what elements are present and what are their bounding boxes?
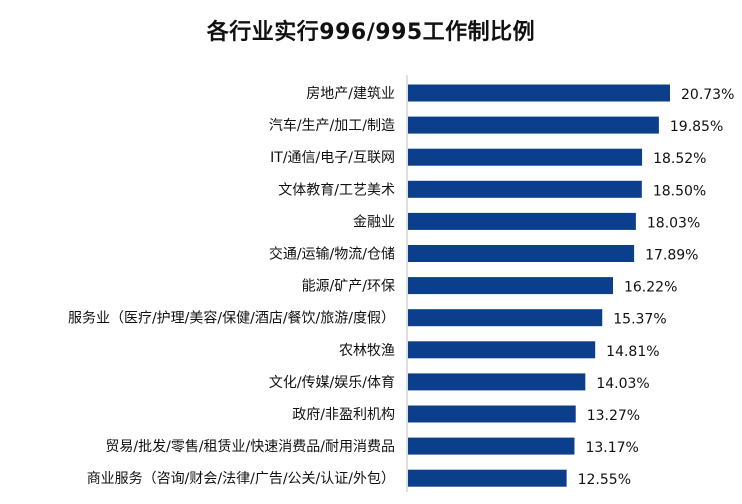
bar (408, 437, 575, 455)
value-label: 13.17% (585, 440, 638, 456)
bar (408, 373, 586, 391)
bar (408, 212, 636, 230)
category-label: 交通/运输/物流/仓储 (269, 246, 395, 263)
value-label: 16.22% (624, 280, 677, 296)
bar (408, 405, 576, 423)
bar (408, 309, 603, 327)
bar (408, 341, 596, 359)
value-label: 19.85% (670, 119, 723, 135)
bar (408, 277, 613, 295)
value-label: 14.81% (606, 344, 659, 360)
category-label: 文体教育/工艺美术 (278, 182, 395, 198)
chart-title: 各行业实行996/995工作制比例 (206, 20, 536, 45)
value-label: 14.03% (596, 376, 649, 392)
value-label: 20.73% (681, 87, 734, 103)
value-label: 13.27% (587, 408, 640, 424)
category-label: 商业服务（咨询/财会/法律/广告/公关/认证/外包） (87, 471, 395, 487)
bar (408, 148, 643, 166)
bar (408, 180, 642, 198)
category-label: 贸易/批发/零售/租赁业/快速消费品/耐用消费品 (105, 439, 395, 455)
category-label: 房地产/建筑业 (306, 86, 395, 102)
bar (408, 469, 567, 487)
value-label: 15.37% (613, 312, 666, 328)
category-label: 能源/矿产/环保 (302, 279, 395, 295)
value-label: 18.03% (647, 215, 700, 231)
value-label: 12.55% (578, 472, 631, 488)
category-label: 政府/非盈利机构 (292, 407, 395, 423)
bar (408, 245, 635, 262)
bar (408, 84, 670, 102)
bar (408, 116, 659, 134)
category-label: 文化/传媒/娱乐/体育 (269, 375, 395, 391)
category-label: 汽车/生产/加工/制造 (269, 117, 395, 134)
category-label: 金融业 (353, 214, 395, 230)
category-label: 农林牧渔 (339, 343, 395, 359)
bars-group: 房地产/建筑业 20.73% 汽车/生产/加工/制造 19.85% IT/通信/电子/互… (68, 84, 734, 488)
value-label: 18.52% (653, 151, 706, 167)
value-label: 18.50% (653, 183, 706, 199)
category-label: IT/通信/电子/互联网 (270, 150, 395, 166)
value-label: 17.89% (645, 248, 698, 264)
category-label: 服务业（医疗/护理/美容/保健/酒店/餐饮/旅游/度假） (68, 310, 395, 327)
